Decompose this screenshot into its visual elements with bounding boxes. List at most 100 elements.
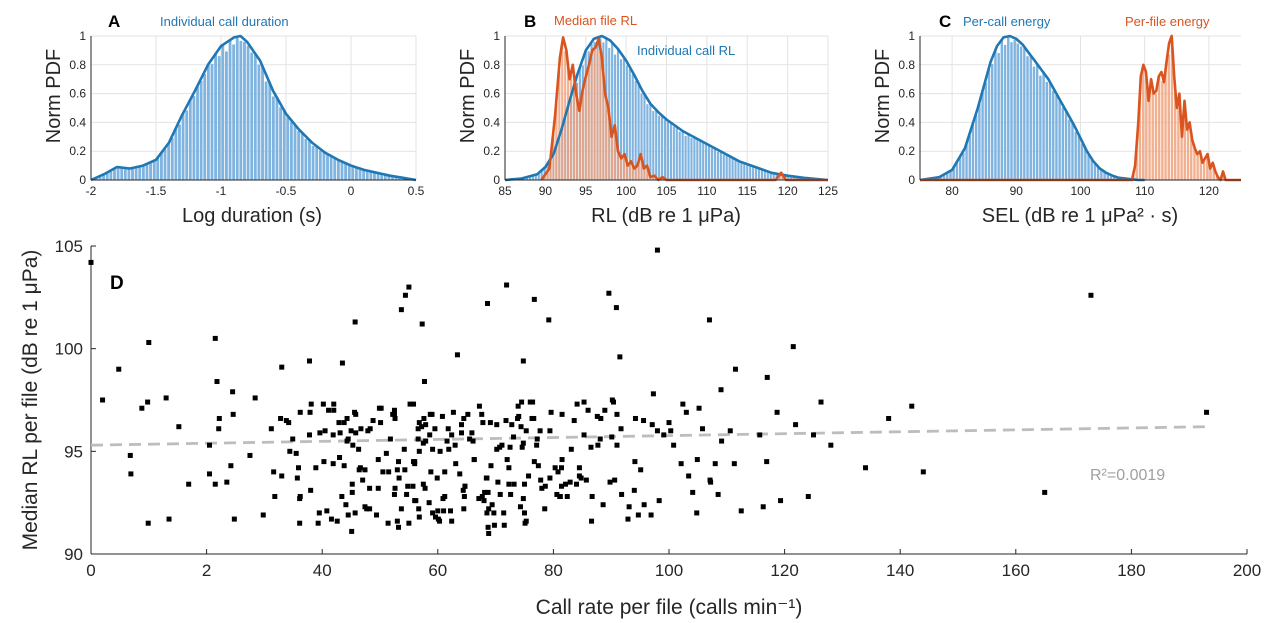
histogram-bar: [546, 171, 549, 180]
histogram-bar: [946, 172, 949, 180]
data-point: [470, 438, 476, 444]
data-point: [345, 436, 351, 442]
data-point: [367, 426, 373, 432]
histogram-bar: [279, 107, 282, 180]
data-point: [649, 422, 655, 428]
data-point: [378, 420, 384, 426]
histogram-bar: [649, 177, 652, 180]
histogram-bar: [1042, 72, 1045, 180]
data-point: [476, 403, 482, 409]
histogram-bar: [666, 121, 670, 180]
y-tick-label: 1: [908, 29, 915, 43]
data-point: [552, 465, 558, 471]
data-point: [600, 502, 606, 508]
data-point: [635, 512, 641, 518]
histogram-bar: [322, 151, 326, 180]
histogram-bar: [958, 156, 962, 180]
histogram-bar: [737, 161, 740, 180]
data-point: [588, 444, 594, 450]
data-point: [568, 446, 574, 452]
data-point: [638, 467, 644, 473]
histogram-bar: [537, 173, 540, 180]
data-point: [416, 448, 422, 454]
data-point: [446, 446, 452, 452]
series-line-individual-call-rl: [504, 34, 829, 182]
histogram-bar: [731, 157, 734, 180]
data-point: [522, 510, 527, 516]
data-point: [641, 418, 647, 424]
x-tick-label: 180: [1117, 561, 1145, 580]
histogram-bar: [590, 61, 593, 180]
histogram-bar: [622, 156, 625, 180]
histogram-bar: [311, 145, 315, 180]
data-point: [564, 494, 570, 500]
histogram-bar: [725, 154, 728, 180]
y-tick-label: 0.2: [898, 144, 915, 158]
x-tick-label: 85: [498, 184, 512, 198]
histogram-bar: [552, 133, 555, 180]
histogram-bar: [702, 142, 705, 180]
histogram-bar: [109, 170, 113, 180]
histogram-bar: [1183, 105, 1187, 180]
data-point: [467, 436, 473, 442]
histogram-bar: [1032, 66, 1036, 180]
data-point: [886, 415, 892, 421]
x-tick-label: 200: [1233, 561, 1261, 580]
data-point: [419, 321, 425, 327]
histogram-bar: [1193, 147, 1196, 180]
histogram-bar: [376, 173, 380, 180]
data-point: [214, 379, 220, 385]
data-point: [252, 395, 258, 401]
data-point: [416, 420, 422, 426]
histogram-bar: [746, 164, 749, 180]
data-point: [555, 469, 561, 475]
data-point: [212, 335, 218, 341]
data-point: [909, 403, 915, 409]
data-point: [558, 483, 564, 489]
data-point: [317, 430, 323, 436]
histogram-bar: [1090, 158, 1093, 180]
histogram-bar: [1212, 165, 1215, 180]
histogram-bar: [1138, 97, 1142, 180]
data-point: [511, 434, 517, 440]
histogram-bar: [769, 172, 772, 180]
data-point: [715, 491, 721, 497]
data-point: [163, 395, 169, 401]
data-point: [413, 498, 419, 504]
histogram-bar: [640, 158, 643, 180]
histogram-bar: [210, 63, 214, 180]
data-point: [719, 438, 725, 444]
data-point: [391, 407, 397, 413]
histogram-bar: [1035, 64, 1039, 180]
panel-a-ylabel: Norm PDF: [43, 49, 65, 143]
data-point: [308, 487, 314, 493]
data-point: [350, 442, 356, 448]
data-point: [818, 399, 824, 405]
histogram-bar: [1113, 176, 1116, 180]
histogram-bar: [131, 168, 134, 180]
x-tick-label: 100: [616, 184, 636, 198]
panel-c-xlabel: SEL (dB re 1 μPa² · s): [982, 205, 1178, 227]
data-point: [452, 442, 458, 448]
y-tick-label: 1: [493, 29, 500, 43]
histogram-bar: [253, 54, 257, 180]
data-point: [507, 444, 513, 450]
data-point: [764, 374, 770, 380]
histogram-bar: [206, 65, 210, 180]
data-point: [247, 452, 253, 458]
data-point: [321, 459, 327, 465]
histogram-bar: [672, 126, 675, 180]
data-point: [415, 436, 421, 442]
histogram-bar: [593, 48, 596, 181]
data-point: [619, 491, 625, 497]
data-point: [581, 432, 587, 438]
x-tick-label: 0: [86, 561, 95, 580]
histogram-bar: [174, 128, 178, 180]
histogram-bar: [646, 104, 649, 180]
data-point: [296, 465, 302, 471]
histogram-bar: [221, 44, 225, 180]
histogram-bar: [1202, 161, 1206, 180]
histogram-bar: [203, 73, 207, 180]
data-point: [760, 504, 766, 510]
